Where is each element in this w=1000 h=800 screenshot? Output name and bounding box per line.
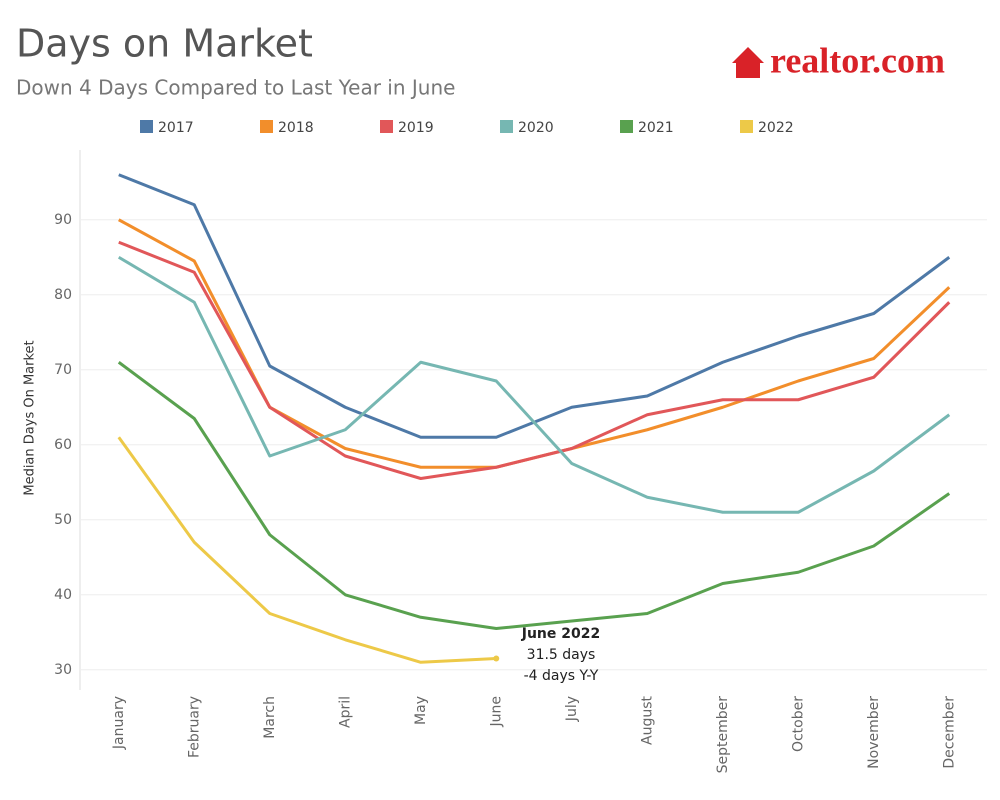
y-tick-label: 80 (54, 287, 72, 303)
legend-swatch (500, 120, 513, 133)
annotation: June 2022 (521, 626, 600, 642)
x-tick-label: June (488, 696, 504, 728)
legend-swatch (620, 120, 633, 133)
x-tick-label: November (866, 696, 882, 769)
line (118, 218, 951, 469)
line (118, 240, 951, 480)
y-axis-label: Median Days On Market (23, 340, 38, 495)
x-tick-label: December (941, 696, 957, 769)
x-tick-label: January (111, 696, 127, 750)
legend-label: 2018 (278, 120, 314, 136)
legend-swatch (260, 120, 273, 133)
legend-label: 2022 (758, 120, 794, 136)
x-tick-label: February (186, 696, 202, 758)
x-tick-label: July (564, 696, 580, 722)
x-tick-label: September (715, 696, 731, 774)
y-tick-label: 70 (54, 362, 72, 378)
line (117, 361, 951, 630)
line (117, 436, 497, 664)
line (117, 255, 951, 514)
chart-title: Days on Market (16, 22, 313, 66)
annotation: 31.5 days (527, 647, 596, 663)
y-tick-label: 30 (54, 662, 72, 678)
y-tick-label: 40 (54, 587, 72, 603)
legend-swatch (380, 120, 393, 133)
y-tick-label: 60 (54, 437, 72, 453)
logo: realtor.com (770, 40, 945, 80)
legend-swatch (740, 120, 753, 133)
annotation: -4 days Y-Y (524, 668, 599, 684)
y-tick-label: 90 (54, 212, 72, 228)
legend-label: 2017 (158, 120, 194, 136)
point (493, 655, 500, 662)
x-tick-label: August (639, 695, 655, 745)
logo-icon (732, 47, 764, 78)
chart-subtitle: Down 4 Days Compared to Last Year in Jun… (16, 76, 455, 100)
legend-label: 2019 (398, 120, 434, 136)
legend-label: 2020 (518, 120, 554, 136)
x-tick-label: March (262, 696, 278, 739)
y-tick-label: 50 (54, 512, 72, 528)
x-tick-label: October (790, 696, 806, 752)
legend-label: 2021 (638, 120, 674, 136)
legend-swatch (140, 120, 153, 133)
line (118, 173, 951, 439)
x-tick-label: May (413, 696, 429, 725)
x-tick-label: April (337, 696, 353, 728)
